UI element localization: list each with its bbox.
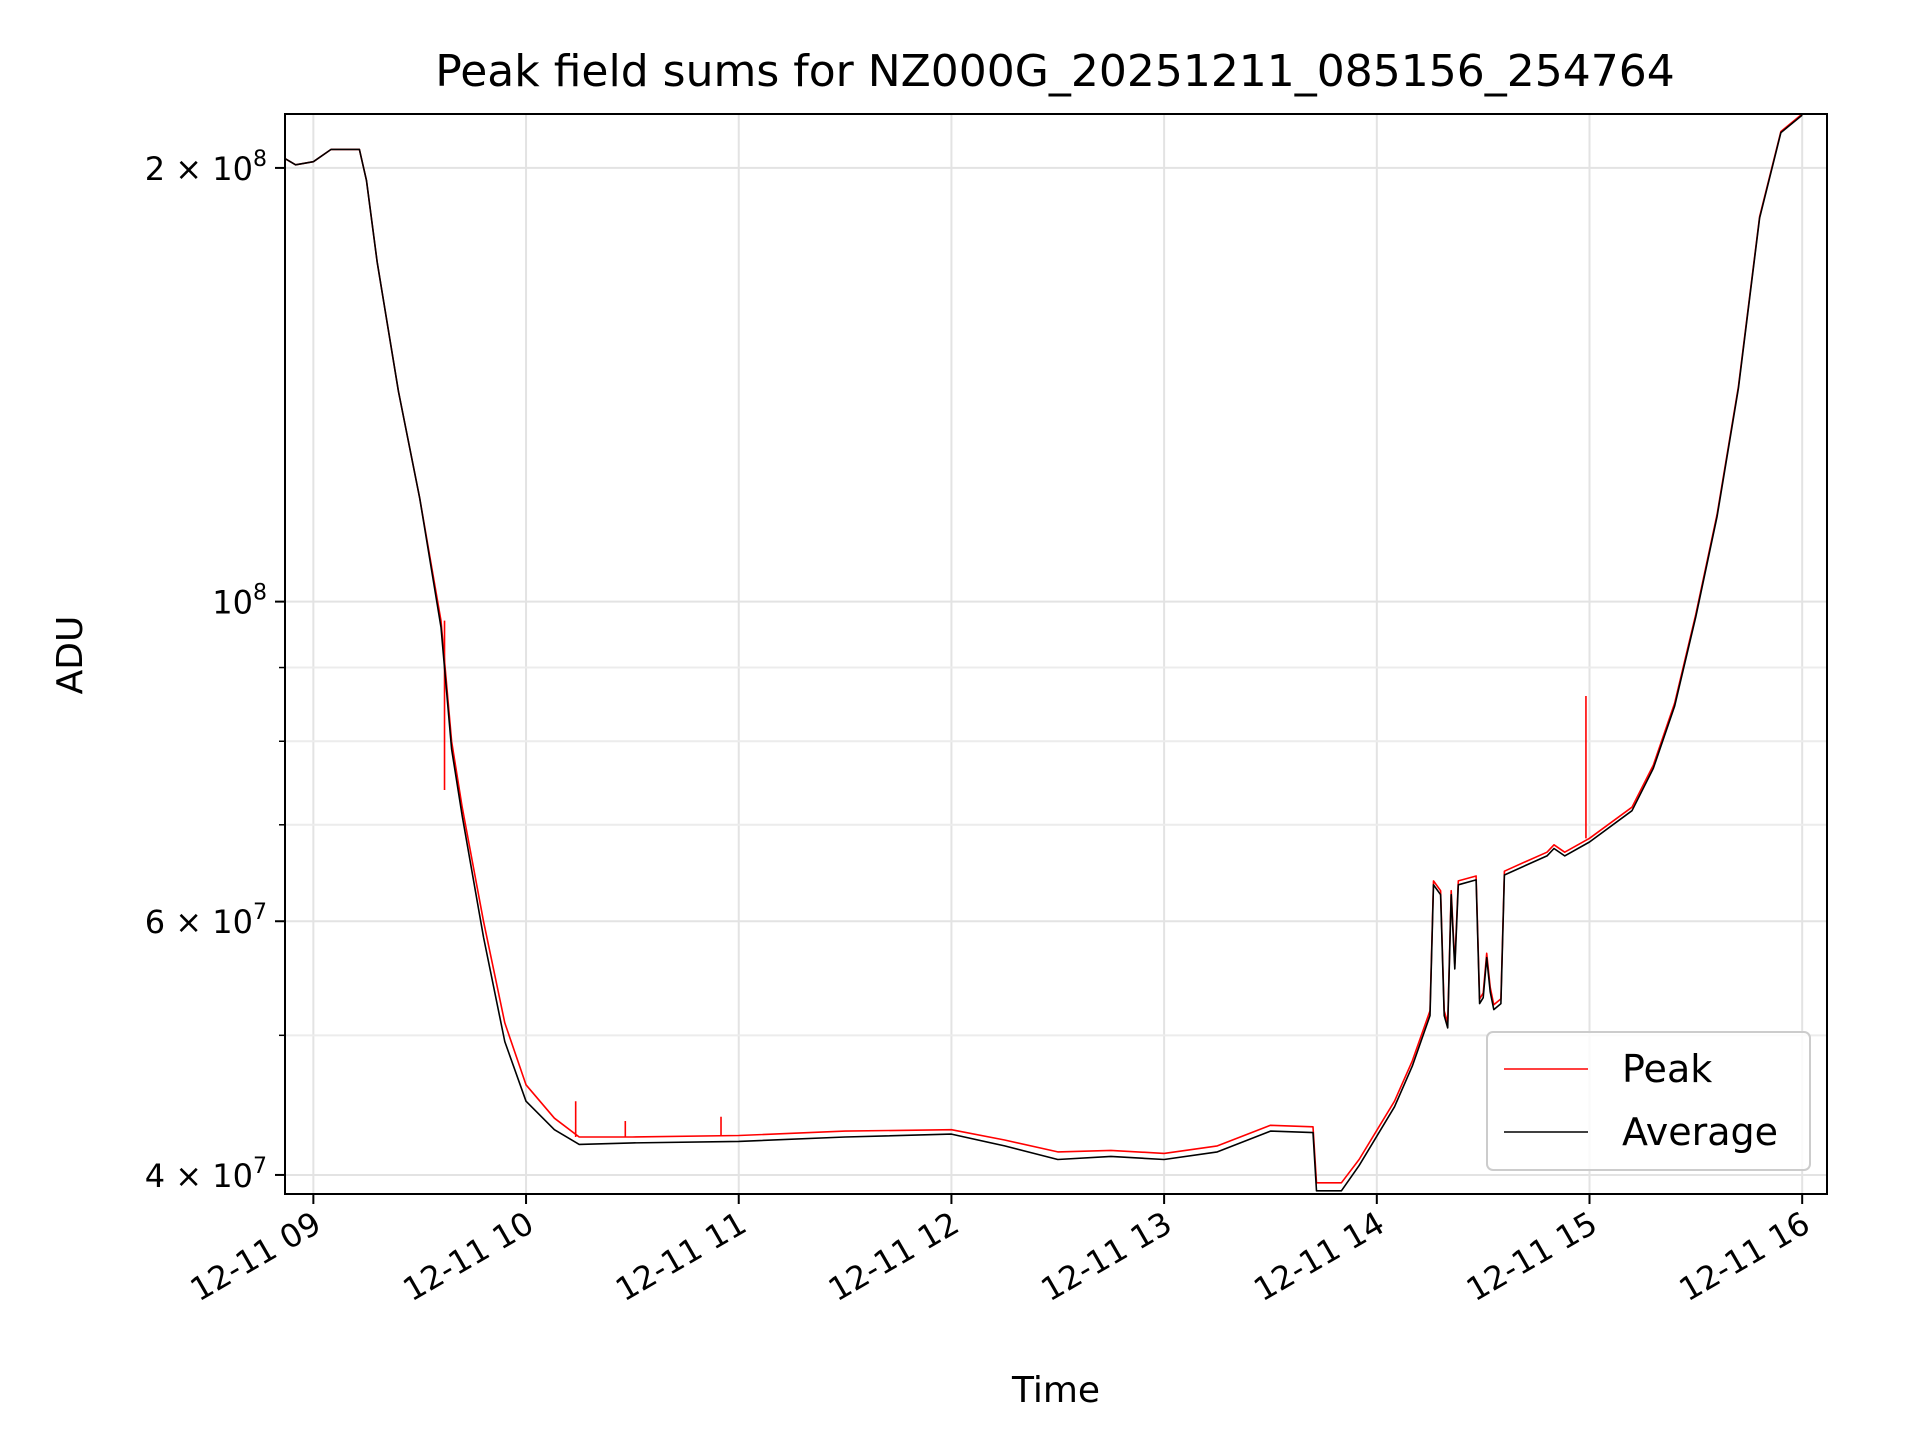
y-tick-label: 108	[212, 581, 267, 622]
y-tick-label-exponent: 7	[253, 1154, 267, 1179]
y-tick-label-base: 4 × 10	[145, 1157, 253, 1195]
legend-label-average: Average	[1622, 1110, 1778, 1154]
plot-frame	[284, 113, 1828, 1195]
chart-title: Peak field sums for NZ000G_20251211_0851…	[435, 46, 1674, 97]
legend-label-peak: Peak	[1622, 1047, 1712, 1091]
y-tick-label-exponent: 8	[253, 147, 267, 172]
y-tick-label-exponent: 8	[253, 581, 267, 606]
x-axis-label: Time	[1011, 1370, 1100, 1411]
series-line-average	[284, 114, 1803, 1192]
legend: Peak Average	[1486, 1031, 1811, 1171]
y-tick-label: 2 × 108	[145, 147, 267, 188]
y-axis-label: ADU	[50, 616, 91, 695]
y-tick-label: 6 × 107	[145, 900, 267, 941]
series-line-peak	[284, 113, 1803, 1184]
y-tick-label: 4 × 107	[145, 1154, 267, 1195]
plot-series	[284, 113, 1803, 1192]
legend-box	[1486, 1031, 1811, 1171]
grid	[285, 114, 1827, 1194]
y-tick-label-base: 2 × 10	[145, 150, 253, 188]
y-tick-label-base: 10	[212, 584, 253, 622]
y-tick-label-base: 6 × 10	[145, 903, 253, 941]
y-tick-label-exponent: 7	[253, 900, 267, 925]
